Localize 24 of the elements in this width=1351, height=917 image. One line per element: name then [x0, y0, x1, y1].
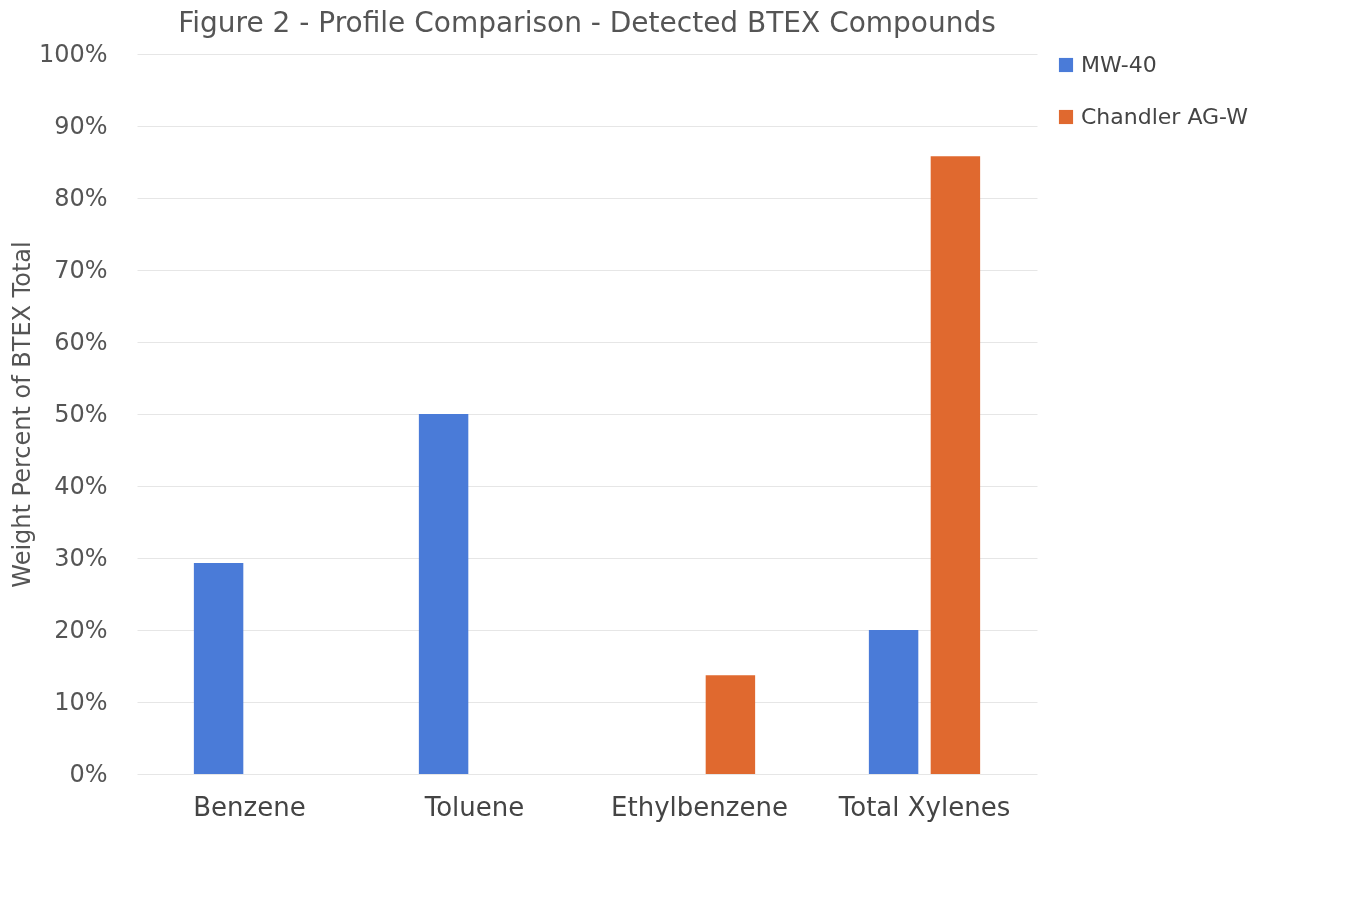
y-tick-label: 80% [54, 183, 108, 212]
legend-label: Chandler AG-W [1081, 104, 1249, 129]
y-axis-title: Weight Percent of BTEX Total [7, 241, 36, 588]
x-tick-label: Ethylbenzene [611, 791, 788, 822]
bar [868, 630, 919, 774]
x-tick-label: Benzene [193, 791, 306, 822]
y-tick-label: 40% [54, 471, 108, 500]
y-tick-label: 90% [54, 111, 108, 140]
x-tick-label: Toluene [423, 791, 525, 822]
y-tick-label: 70% [54, 255, 108, 284]
y-tick-label: 50% [54, 399, 108, 428]
chart-title: Figure 2 - Profile Comparison - Detected BTEX Compounds [178, 6, 996, 39]
bar [705, 675, 756, 774]
y-tick-label: 10% [54, 687, 108, 716]
bar [418, 414, 469, 774]
x-tick-label: Total Xylenes [837, 791, 1011, 822]
y-tick-label: 0% [69, 759, 108, 788]
bar [193, 563, 244, 774]
y-tick-label: 30% [54, 543, 108, 572]
y-tick-label: 100% [38, 39, 108, 68]
y-tick-label: 20% [54, 615, 108, 644]
bar [930, 156, 981, 774]
y-tick-label: 60% [54, 327, 108, 356]
legend-label: MW-40 [1081, 52, 1157, 77]
